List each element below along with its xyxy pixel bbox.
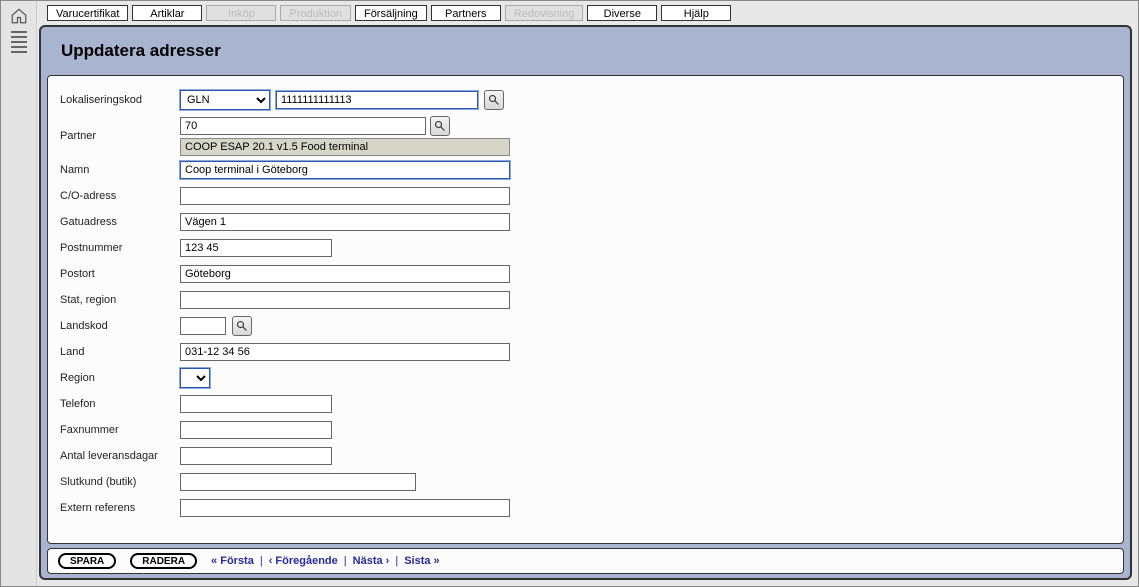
gatuadress-input[interactable]	[180, 213, 510, 231]
delete-button[interactable]: RADERA	[130, 553, 197, 569]
main-panel: Uppdatera adresser Lokaliseringskod GLN …	[39, 25, 1132, 580]
nav-sep: |	[260, 555, 263, 567]
label-land: Land	[60, 346, 180, 358]
extern-referens-input[interactable]	[180, 499, 510, 517]
pagination-nav: « Första | ‹ Föregående | Nästa › | Sist…	[211, 555, 440, 567]
page-title: Uppdatera adresser	[41, 27, 1130, 71]
save-button[interactable]: SPARA	[58, 553, 116, 569]
coadress-input[interactable]	[180, 187, 510, 205]
nav-prev[interactable]: ‹ Föregående	[269, 555, 338, 567]
slutkund-input[interactable]	[180, 473, 416, 491]
nav-sep: |	[395, 555, 398, 567]
partner-search-button[interactable]	[430, 116, 450, 136]
menu-tab-försäljning[interactable]: Försäljning	[355, 5, 427, 21]
label-namn: Namn	[60, 164, 180, 176]
label-extern-referens: Extern referens	[60, 502, 180, 514]
label-stat-region: Stat, region	[60, 294, 180, 306]
nav-first[interactable]: « Första	[211, 555, 254, 567]
menu-tab-diverse[interactable]: Diverse	[587, 5, 657, 21]
landskod-input[interactable]	[180, 317, 226, 335]
label-faxnummer: Faxnummer	[60, 424, 180, 436]
app-frame: VarucertifikatArtiklarInköpProduktionFör…	[0, 0, 1139, 587]
menu-tab-partners[interactable]: Partners	[431, 5, 501, 21]
land-input[interactable]	[180, 343, 510, 361]
lokaliseringskod-input[interactable]	[276, 91, 478, 109]
menu-tab-varucertifikat[interactable]: Varucertifikat	[47, 5, 128, 21]
label-antal-leveransdagar: Antal leveransdagar	[60, 450, 180, 462]
telefon-input[interactable]	[180, 395, 332, 413]
menu-tab-artiklar[interactable]: Artiklar	[132, 5, 202, 21]
label-telefon: Telefon	[60, 398, 180, 410]
menu-tab-hjälp[interactable]: Hjälp	[661, 5, 731, 21]
partner-name-display: COOP ESAP 20.1 v1.5 Food terminal	[180, 138, 510, 156]
label-lokaliseringskod: Lokaliseringskod	[60, 94, 180, 106]
label-gatuadress: Gatuadress	[60, 216, 180, 228]
bottom-bar: SPARA RADERA « Första | ‹ Föregående | N…	[47, 548, 1124, 574]
label-partner: Partner	[60, 130, 180, 142]
faxnummer-input[interactable]	[180, 421, 332, 439]
label-region: Region	[60, 372, 180, 384]
nav-sep: |	[344, 555, 347, 567]
menu-tab-redovisning: Redovisning	[505, 5, 584, 21]
nav-next[interactable]: Nästa ›	[353, 555, 390, 567]
lokaliseringskod-type-select[interactable]: GLN	[180, 90, 270, 110]
search-icon	[236, 320, 248, 332]
landskod-search-button[interactable]	[232, 316, 252, 336]
menu-bar: VarucertifikatArtiklarInköpProduktionFör…	[37, 5, 1132, 25]
region-select[interactable]	[180, 368, 210, 388]
nav-last[interactable]: Sista »	[404, 555, 439, 567]
form-container: Lokaliseringskod GLN Partner	[47, 75, 1124, 544]
left-rail	[1, 1, 37, 586]
label-postort: Postort	[60, 268, 180, 280]
menu-tab-produktion: Produktion	[280, 5, 351, 21]
lokaliseringskod-search-button[interactable]	[484, 90, 504, 110]
partner-code-input[interactable]	[180, 117, 426, 135]
postnummer-input[interactable]	[180, 239, 332, 257]
postort-input[interactable]	[180, 265, 510, 283]
antal-leveransdagar-input[interactable]	[180, 447, 332, 465]
namn-input[interactable]	[180, 161, 510, 179]
label-landskod: Landskod	[60, 320, 180, 332]
label-postnummer: Postnummer	[60, 242, 180, 254]
search-icon	[434, 120, 446, 132]
label-coadress: C/O-adress	[60, 190, 180, 202]
menu-toggle-icon[interactable]	[11, 31, 27, 53]
stat-region-input[interactable]	[180, 291, 510, 309]
label-slutkund: Slutkund (butik)	[60, 476, 180, 488]
search-icon	[488, 94, 500, 106]
home-icon[interactable]	[10, 7, 28, 25]
menu-tab-inköp: Inköp	[206, 5, 276, 21]
